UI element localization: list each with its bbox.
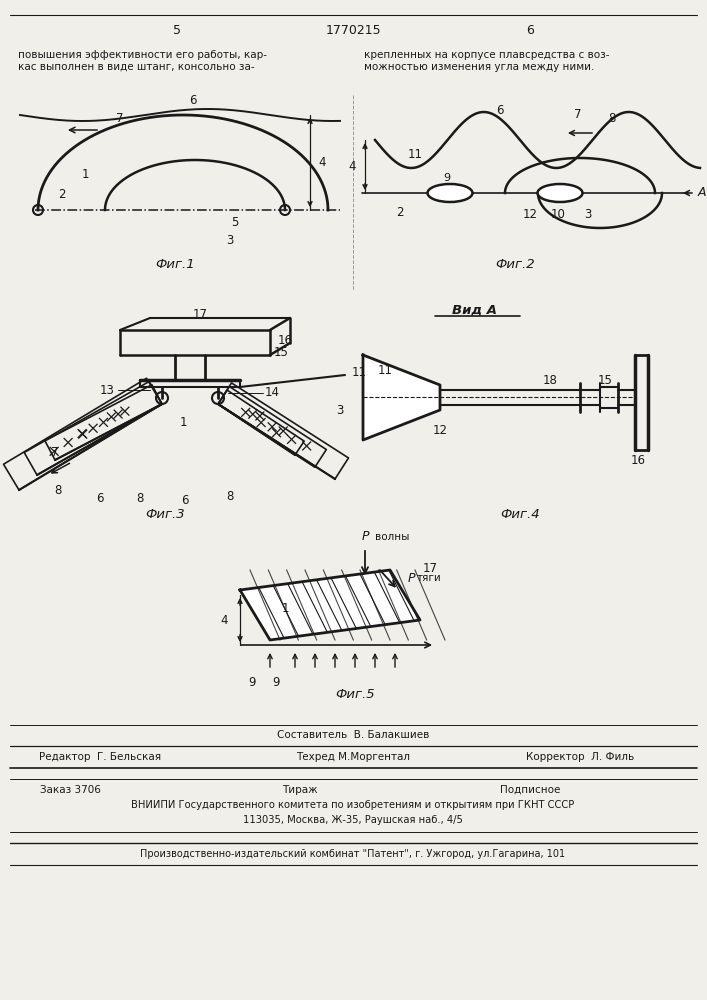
Text: 3: 3	[584, 209, 592, 222]
Text: 2: 2	[58, 188, 66, 202]
Text: 3: 3	[337, 403, 344, 416]
Polygon shape	[363, 355, 440, 440]
Text: 4: 4	[349, 160, 356, 174]
Text: 17: 17	[423, 562, 438, 574]
Text: 9: 9	[443, 173, 450, 183]
Ellipse shape	[537, 184, 583, 202]
Text: 10: 10	[551, 209, 566, 222]
Text: Фиг.1: Фиг.1	[156, 258, 195, 271]
Text: 16: 16	[631, 454, 645, 466]
Text: ВНИИПИ Государственного комитета по изобретениям и открытиям при ГКНТ СССР: ВНИИПИ Государственного комитета по изоб…	[132, 800, 575, 810]
Text: 14: 14	[265, 386, 280, 399]
Text: 11: 11	[407, 148, 423, 161]
Text: 5: 5	[231, 216, 239, 229]
Text: 12: 12	[433, 424, 448, 436]
Text: 3: 3	[226, 233, 234, 246]
Text: 2: 2	[396, 207, 404, 220]
Text: крепленных на корпусе плавсредства с воз-
можностью изменения угла между ними.: крепленных на корпусе плавсредства с воз…	[364, 50, 609, 72]
Text: 8: 8	[608, 111, 616, 124]
Text: 4: 4	[221, 613, 228, 626]
Text: 16: 16	[278, 334, 293, 347]
Text: 1: 1	[281, 601, 288, 614]
Text: 11: 11	[378, 363, 392, 376]
Text: Редактор  Г. Бельская: Редактор Г. Бельская	[39, 752, 161, 762]
Text: 1: 1	[180, 416, 187, 428]
Text: волны: волны	[375, 532, 409, 542]
Text: 12: 12	[522, 209, 537, 222]
Text: 18: 18	[542, 373, 557, 386]
Text: Составитель  В. Балакшиев: Составитель В. Балакшиев	[277, 730, 429, 740]
Text: 5: 5	[173, 23, 181, 36]
Text: 6: 6	[96, 491, 104, 504]
Text: Заказ 3706: Заказ 3706	[40, 785, 100, 795]
Text: 8: 8	[136, 491, 144, 504]
Ellipse shape	[428, 184, 472, 202]
Text: 11: 11	[352, 366, 367, 379]
Text: Корректор  Л. Филь: Корректор Л. Филь	[526, 752, 634, 762]
Text: тяги: тяги	[417, 573, 442, 583]
Text: 7: 7	[574, 108, 582, 121]
Text: 1770215: 1770215	[325, 23, 381, 36]
Text: 6: 6	[189, 94, 197, 106]
Text: повышения эффективности его работы, кар-
кас выполнен в виде штанг, консольно за: повышения эффективности его работы, кар-…	[18, 50, 267, 72]
Text: 113035, Москва, Ж-35, Раушская наб., 4/5: 113035, Москва, Ж-35, Раушская наб., 4/5	[243, 815, 463, 825]
Text: A: A	[698, 186, 706, 200]
Text: Фиг.4: Фиг.4	[500, 508, 540, 522]
Text: Фиг.3: Фиг.3	[145, 508, 185, 522]
Text: 15: 15	[597, 373, 612, 386]
Text: 13: 13	[100, 383, 115, 396]
Text: Производственно-издательский комбинат "Патент", г. Ужгород, ул.Гагарина, 101: Производственно-издательский комбинат "П…	[141, 849, 566, 859]
Text: 15: 15	[274, 347, 289, 360]
Text: 8: 8	[226, 490, 234, 504]
Text: Вид А: Вид А	[452, 304, 498, 316]
Text: 6: 6	[526, 23, 534, 36]
Text: Техред М.Моргентал: Техред М.Моргентал	[296, 752, 410, 762]
Text: 9: 9	[272, 676, 280, 688]
Text: 1: 1	[81, 168, 89, 182]
Text: 6: 6	[496, 104, 504, 116]
Text: 7: 7	[51, 446, 59, 460]
Text: Р: Р	[361, 530, 369, 544]
Text: 8: 8	[54, 484, 62, 496]
Text: 6: 6	[181, 493, 189, 506]
Text: 7: 7	[116, 111, 124, 124]
Text: 17: 17	[192, 308, 207, 322]
Text: 9: 9	[248, 676, 256, 688]
Text: Подписное: Подписное	[500, 785, 560, 795]
Text: Фиг.2: Фиг.2	[495, 258, 534, 271]
Text: 4: 4	[318, 156, 326, 169]
Text: Тираж: Тираж	[282, 785, 318, 795]
Text: Фиг.5: Фиг.5	[335, 688, 375, 702]
Text: Р: Р	[408, 572, 416, 584]
Polygon shape	[240, 570, 420, 640]
